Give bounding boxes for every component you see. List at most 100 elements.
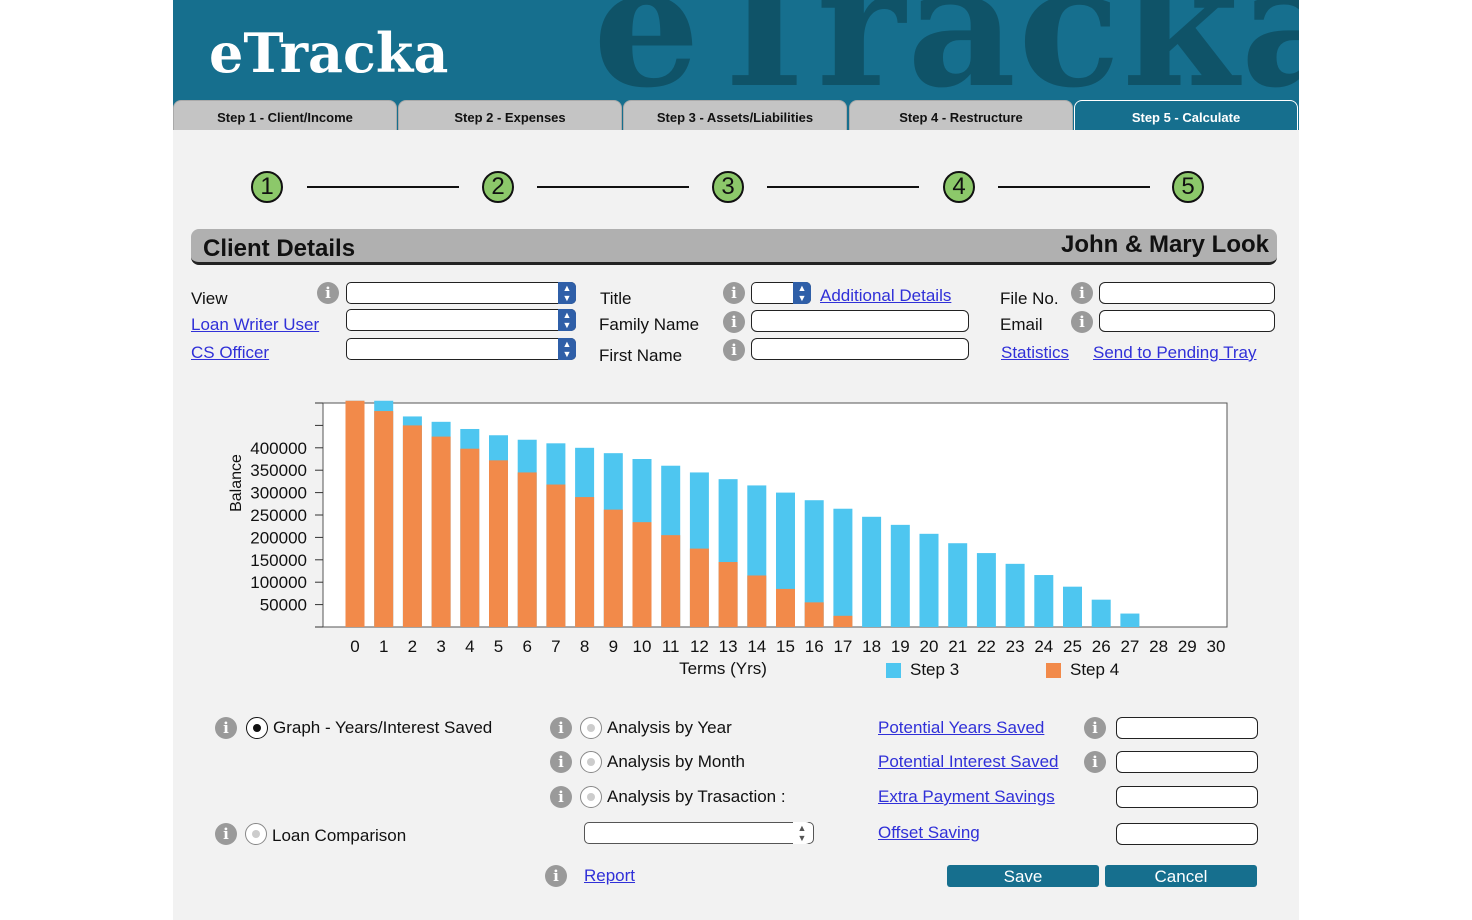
tab-step-3[interactable]: Step 3 - Assets/Liabilities — [623, 100, 847, 130]
y-tick-label: 300000 — [250, 484, 307, 503]
y-tick-label: 100000 — [250, 573, 307, 592]
potential-interest-saved-link[interactable]: Potential Interest Saved — [878, 752, 1059, 771]
bar-step-3 — [948, 543, 968, 627]
balance-chart: 50000 100000 150000 200000 250000 300000 35000… — [228, 400, 1228, 679]
analysis-year-radio[interactable] — [580, 717, 602, 739]
title-select[interactable]: ▲ ▼ — [751, 282, 811, 304]
loan-comparison-label: Loan Comparison — [272, 826, 407, 845]
analysis-year-label: Analysis by Year — [607, 718, 732, 737]
info-icon[interactable]: i — [550, 751, 572, 773]
x-tick-label: 5 — [494, 637, 503, 656]
step-connector — [998, 186, 1150, 188]
x-tick-label: 21 — [948, 637, 967, 656]
info-icon[interactable]: i — [1071, 311, 1093, 333]
chevron-updown-icon: ▲ ▼ — [558, 309, 576, 331]
tab-step-4[interactable]: Step 4 - Restructure — [849, 100, 1073, 130]
step-connector — [767, 186, 919, 188]
info-icon[interactable]: i — [215, 717, 237, 739]
info-icon[interactable]: i — [215, 823, 237, 845]
send-to-pending-link[interactable]: Send to Pending Tray — [1093, 343, 1257, 362]
file-no-input[interactable] — [1099, 282, 1275, 304]
step-indicator-5: 5 — [1172, 171, 1204, 203]
x-tick-label: 14 — [747, 637, 766, 656]
email-input[interactable] — [1099, 310, 1275, 332]
graph-label: Graph - Years/Interest Saved — [273, 718, 493, 737]
bar-step-4 — [804, 602, 824, 627]
bar-step-4 — [718, 562, 738, 627]
transaction-select[interactable]: ▲ ▼ — [584, 822, 814, 844]
x-tick-label: 13 — [719, 637, 738, 656]
tab-step-1[interactable]: Step 1 - Client/Income — [173, 100, 397, 130]
loan-writer-select[interactable]: ▲ ▼ — [346, 309, 576, 331]
info-icon[interactable]: i — [1084, 717, 1106, 739]
bar-step-3 — [919, 533, 939, 627]
info-icon[interactable]: i — [723, 339, 745, 361]
bar-step-4 — [345, 400, 365, 627]
y-axis-label: Balance — [228, 454, 245, 512]
step-indicator-2: 2 — [482, 171, 514, 203]
x-tick-label: 1 — [379, 637, 388, 656]
view-select[interactable]: ▲ ▼ — [346, 282, 576, 304]
chevron-updown-icon: ▲ ▼ — [558, 282, 576, 304]
cancel-button[interactable]: Cancel — [1105, 865, 1257, 887]
x-tick-label: 25 — [1063, 637, 1082, 656]
analysis-month-radio[interactable] — [580, 751, 602, 773]
bar-step-4 — [402, 425, 422, 627]
extra-payment-input[interactable] — [1116, 786, 1258, 808]
bar-step-3 — [890, 524, 910, 627]
x-tick-label: 3 — [436, 637, 445, 656]
info-icon[interactable]: i — [317, 282, 339, 304]
legend-label-step-4: Step 4 — [1070, 660, 1119, 679]
background-wordmark: eTracka — [593, 0, 1299, 100]
client-name: John & Mary Look — [1060, 231, 1269, 258]
save-button[interactable]: Save — [947, 865, 1099, 887]
extra-payment-savings-link[interactable]: Extra Payment Savings — [878, 787, 1055, 806]
x-tick-label: 0 — [350, 637, 359, 656]
bar-step-4 — [833, 615, 853, 627]
loan-writer-link[interactable]: Loan Writer User — [191, 315, 320, 334]
info-icon[interactable]: i — [550, 717, 572, 739]
tab-step-2[interactable]: Step 2 - Expenses — [398, 100, 622, 130]
offset-saving-link[interactable]: Offset Saving — [878, 823, 980, 842]
analysis-transaction-label: Analysis by Trasaction : — [607, 787, 786, 806]
info-icon[interactable]: i — [550, 786, 572, 808]
info-icon[interactable]: i — [723, 311, 745, 333]
x-tick-label: 27 — [1120, 637, 1139, 656]
potential-years-saved-link[interactable]: Potential Years Saved — [878, 718, 1045, 737]
analysis-transaction-radio[interactable] — [580, 786, 602, 808]
bar-step-4 — [661, 535, 681, 627]
bar-step-4 — [603, 509, 623, 627]
step-connector — [307, 186, 459, 188]
additional-details-link[interactable]: Additional Details — [820, 286, 952, 305]
step-indicator-1: 1 — [251, 171, 283, 203]
statistics-link[interactable]: Statistics — [1001, 343, 1070, 362]
title-label: Title — [600, 289, 632, 308]
bar-step-3 — [1063, 586, 1082, 627]
header-banner: eTracka eTracka — [173, 0, 1299, 100]
app-logo: eTracka — [209, 21, 449, 85]
email-label: Email — [1000, 315, 1043, 334]
potential-interest-input[interactable] — [1116, 751, 1258, 773]
cs-officer-link[interactable]: CS Officer — [191, 343, 270, 362]
family-name-label: Family Name — [599, 315, 700, 334]
x-tick-label: 10 — [633, 637, 652, 656]
family-name-input[interactable] — [751, 310, 969, 332]
info-icon[interactable]: i — [1071, 282, 1093, 304]
offset-saving-input[interactable] — [1116, 823, 1258, 845]
bar-step-4 — [431, 436, 451, 627]
first-name-input[interactable] — [751, 338, 969, 360]
cs-officer-select[interactable]: ▲ ▼ — [346, 338, 576, 360]
tab-step-5[interactable]: Step 5 - Calculate — [1074, 100, 1298, 130]
x-tick-label: 9 — [609, 637, 618, 656]
x-tick-label: 20 — [920, 637, 939, 656]
report-link[interactable]: Report — [584, 866, 636, 885]
info-icon[interactable]: i — [1084, 751, 1106, 773]
bar-step-3 — [1034, 575, 1054, 627]
graph-radio[interactable] — [246, 717, 268, 739]
step-tabs: Step 1 - Client/Income Step 2 - Expenses… — [173, 100, 1299, 130]
y-tick-label: 50000 — [260, 596, 307, 615]
potential-years-input[interactable] — [1116, 717, 1258, 739]
loan-comparison-radio[interactable] — [245, 823, 267, 845]
info-icon[interactable]: i — [723, 282, 745, 304]
info-icon[interactable]: i — [545, 865, 567, 887]
